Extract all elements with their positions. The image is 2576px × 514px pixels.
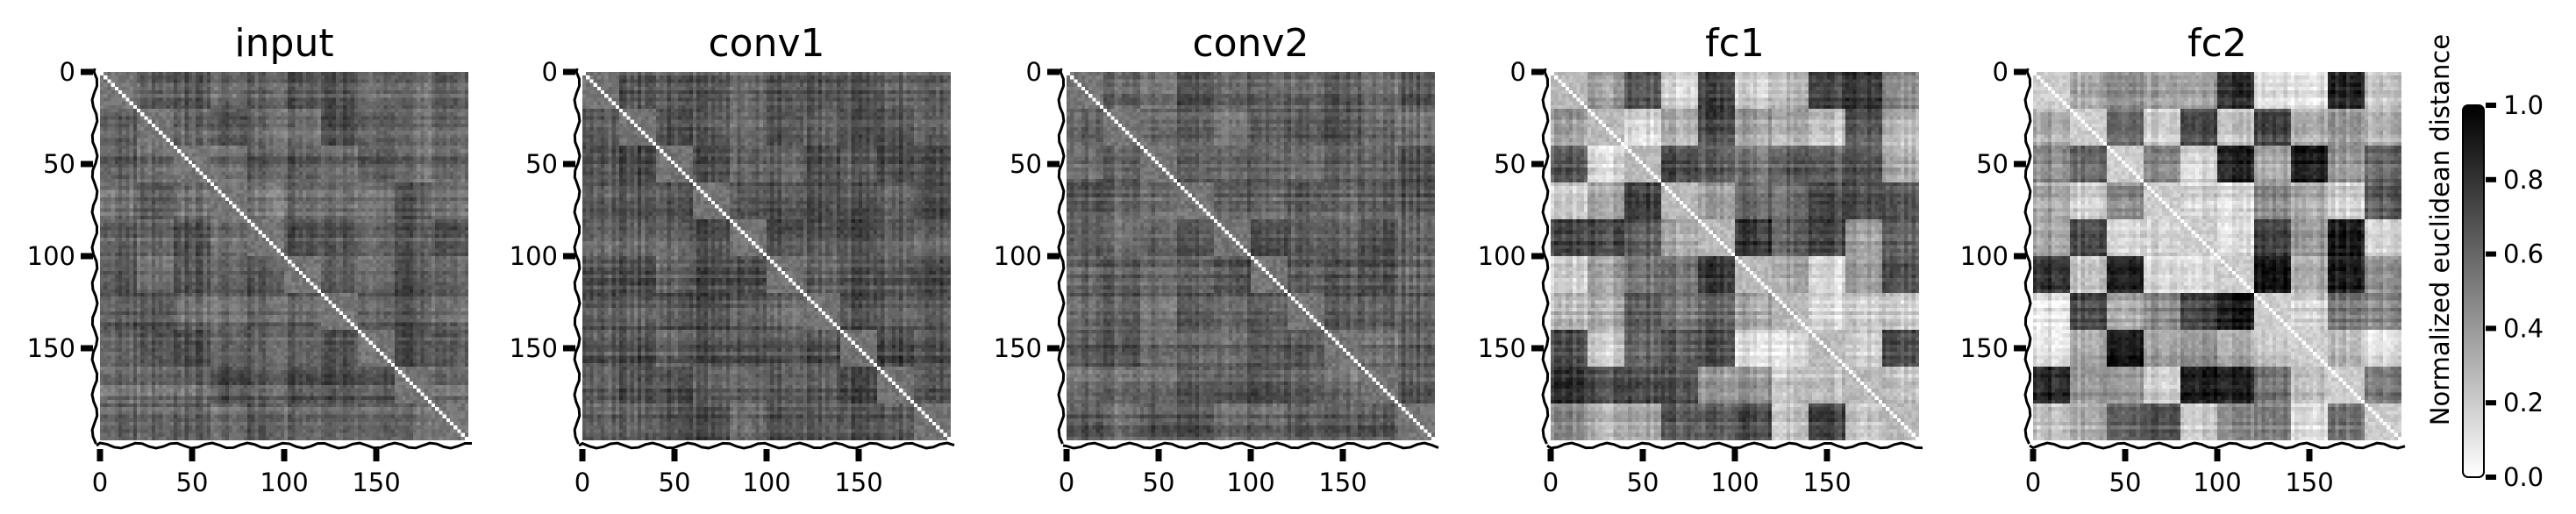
y-tick-label: 50 [1976, 149, 2009, 179]
panel-title: conv2 [1192, 21, 1309, 66]
x-tick-label: 150 [1318, 468, 1366, 497]
heatmap-panel-fc1: fc1 0 0 50 50 100 100 150 150 [1478, 21, 1923, 497]
x-tick-label: 50 [659, 468, 691, 497]
y-tick-label: 0 [60, 57, 75, 87]
colorbar-label: Normalized euclidean distance [2425, 34, 2455, 425]
colorbar-tick-label: 0.0 [2503, 462, 2544, 492]
x-tick-label: 0 [1059, 468, 1074, 497]
y-tick-label: 0 [1993, 57, 2009, 87]
colorbar-tick-label: 0.6 [2503, 239, 2544, 269]
y-tick-label: 150 [510, 333, 558, 363]
y-tick-label: 50 [1010, 149, 1042, 179]
x-tick-label: 50 [2109, 468, 2142, 497]
y-tick-label: 150 [27, 333, 75, 363]
x-axis-line [2029, 441, 2406, 450]
x-tick-label: 50 [1627, 468, 1659, 497]
y-tick-label: 50 [525, 149, 558, 179]
colorbar-tick-label: 1.0 [2503, 90, 2544, 120]
heatmap-panel-conv2: conv2 0 0 50 50 100 100 150 150 [994, 21, 1439, 497]
y-axis-line [1057, 68, 1066, 445]
y-tick-label: 100 [994, 241, 1042, 271]
y-tick-label: 100 [510, 241, 558, 271]
y-tick-label: 100 [1960, 241, 2009, 271]
y-axis-line [573, 68, 582, 445]
x-tick-label: 100 [2193, 468, 2241, 497]
colorbar-tick-label: 0.2 [2503, 388, 2544, 418]
heatmap-image [2033, 72, 2401, 440]
y-tick-label: 0 [542, 57, 558, 87]
x-tick-label: 0 [574, 468, 590, 497]
colorbar-tick-label: 0.8 [2503, 165, 2544, 195]
panel-title: fc1 [1705, 21, 1765, 66]
x-axis-line [1546, 441, 1923, 450]
x-axis-line [1062, 441, 1439, 450]
x-axis-line [578, 441, 955, 450]
x-tick-label: 100 [260, 468, 308, 497]
heatmap-image [1551, 72, 1919, 440]
heatmap-image [1067, 72, 1435, 440]
y-axis-line [90, 68, 99, 445]
x-tick-label: 100 [1226, 468, 1274, 497]
y-tick-label: 50 [43, 149, 75, 179]
heatmap-panels: input 0 0 50 50 100 100 150 150 conv1 0 0 50 50 100 100… [27, 21, 2406, 497]
x-tick-label: 150 [1802, 468, 1851, 497]
y-tick-label: 150 [994, 333, 1042, 363]
x-tick-label: 150 [352, 468, 400, 497]
x-tick-label: 50 [176, 468, 209, 497]
colorbar-tick-label: 0.4 [2503, 313, 2544, 343]
x-tick-label: 150 [834, 468, 882, 497]
x-tick-label: 100 [742, 468, 790, 497]
colorbar-gradient [2462, 104, 2485, 478]
x-tick-label: 0 [1543, 468, 1559, 497]
y-axis-line [1541, 68, 1550, 445]
x-tick-label: 0 [2025, 468, 2041, 497]
heatmap-image [582, 72, 951, 440]
heatmap-panel-input: input 0 0 50 50 100 100 150 150 [27, 21, 473, 497]
y-tick-label: 50 [1494, 149, 1526, 179]
y-tick-label: 150 [1478, 333, 1526, 363]
panel-title: input [234, 21, 333, 66]
y-axis-line [2023, 68, 2032, 445]
colorbar: Normalized euclidean distance 0.0 0.2 0.4 0.… [2425, 34, 2544, 492]
y-tick-label: 100 [1478, 241, 1526, 271]
x-tick-label: 50 [1143, 468, 1175, 497]
x-tick-label: 150 [2285, 468, 2333, 497]
x-tick-label: 100 [1710, 468, 1759, 497]
y-tick-label: 0 [1510, 57, 1526, 87]
y-tick-label: 0 [1026, 57, 1042, 87]
heatmap-image [100, 72, 468, 440]
x-tick-label: 0 [92, 468, 108, 497]
panel-title: conv1 [708, 21, 824, 66]
x-axis-line [96, 441, 473, 450]
y-tick-label: 100 [27, 241, 75, 271]
heatmap-panel-conv1: conv1 0 0 50 50 100 100 150 150 [510, 21, 955, 497]
y-tick-label: 150 [1960, 333, 2009, 363]
heatmap-panel-fc2: fc2 0 0 50 50 100 100 150 150 [1960, 21, 2406, 497]
panel-title: fc2 [2187, 21, 2247, 66]
